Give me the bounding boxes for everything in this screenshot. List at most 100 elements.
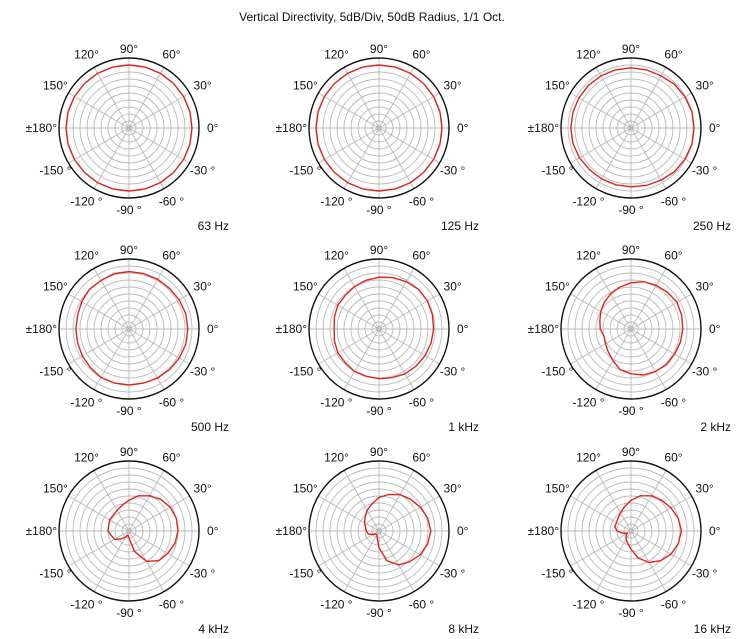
angle-tick-label: ±180°: [26, 524, 58, 538]
frequency-label: 250 Hz: [693, 219, 731, 233]
grid-spoke: [595, 67, 632, 129]
angle-tick-label: -120 °: [572, 598, 604, 612]
grid-spoke: [630, 268, 667, 330]
angle-tick-label: -60 °: [661, 396, 687, 410]
polar-plot: 0° 30° 60° 90° 120° 150° ±180° -150 ° -120 ° -90 …: [528, 42, 731, 233]
center-dot: [126, 125, 132, 131]
polar-plot: 0° 30° 60° 90° 120° 150° ±180° -150 ° -120 ° -90 …: [276, 42, 479, 233]
directivity-trace: [75, 270, 189, 386]
directivity-trace: [614, 495, 683, 564]
angle-tick-label: 120°: [576, 47, 601, 61]
angle-tick-label: 0°: [457, 322, 469, 336]
grid-spoke: [595, 328, 632, 390]
grid-spoke: [128, 127, 165, 189]
grid-spoke: [68, 92, 130, 129]
angle-tick-label: -150 °: [39, 567, 71, 581]
angle-tick-label: 0°: [457, 121, 469, 135]
angle-tick-label: 150°: [545, 280, 570, 294]
angle-tick-label: 120°: [74, 248, 99, 262]
outer-ring: [308, 57, 450, 199]
grid-spoke: [68, 328, 130, 365]
center-dot: [126, 326, 132, 332]
grid-spoke: [378, 495, 440, 532]
grid-spoke: [93, 530, 130, 592]
angle-tick-label: 30°: [696, 79, 714, 93]
angle-tick-label: 150°: [293, 482, 318, 496]
grid-spoke: [318, 495, 380, 532]
angle-tick-label: -120 °: [572, 396, 604, 410]
frequency-label: 125 Hz: [441, 219, 479, 233]
angle-tick-label: 30°: [194, 79, 212, 93]
angle-tick-label: -150 °: [541, 365, 573, 379]
grid-spoke: [128, 127, 190, 164]
grid-spoke: [318, 530, 380, 567]
grid-spoke: [128, 293, 190, 330]
directivity-trace: [570, 67, 695, 188]
grid-spoke: [318, 127, 380, 164]
grid-spoke: [595, 530, 632, 592]
grid-spoke: [93, 67, 130, 129]
grid-spoke: [318, 293, 380, 330]
grid-spoke: [378, 127, 440, 164]
grid-spoke: [570, 92, 632, 129]
grid-spoke: [630, 127, 692, 164]
angle-tick-label: -30 °: [440, 164, 466, 178]
grid-spoke: [378, 530, 415, 592]
angle-tick-label: 0°: [207, 121, 219, 135]
center-dot: [376, 528, 382, 534]
grid-spoke: [630, 530, 692, 567]
angle-tick-label: -90 °: [618, 203, 644, 217]
angle-tick-label: 0°: [207, 322, 219, 336]
center-dot: [628, 528, 634, 534]
angle-tick-label: -150 °: [541, 164, 573, 178]
directivity-trace: [333, 276, 435, 380]
center-dot: [376, 125, 382, 131]
angle-tick-label: 30°: [444, 280, 462, 294]
directivity-trace: [107, 495, 179, 562]
grid-spoke: [570, 127, 632, 164]
angle-tick-label: 90°: [120, 243, 138, 257]
frequency-label: 16 kHz: [694, 622, 731, 636]
outer-ring: [58, 258, 200, 400]
angle-tick-label: -30 °: [190, 365, 216, 379]
angle-tick-label: -60 °: [661, 195, 687, 209]
frequency-label: 8 kHz: [448, 622, 479, 636]
angle-tick-label: 90°: [120, 445, 138, 459]
angle-tick-label: 150°: [293, 79, 318, 93]
grid-spoke: [378, 268, 415, 330]
polar-plot: 0° 30° 60° 90° 120° 150° ±180° -150 ° -120 ° -90 …: [528, 243, 731, 434]
grid-spoke: [128, 495, 190, 532]
grid-spoke: [343, 67, 380, 129]
grid-spoke: [630, 127, 667, 189]
grid-spoke: [128, 470, 165, 532]
angle-tick-label: -60 °: [409, 195, 435, 209]
angle-tick-label: 90°: [370, 445, 388, 459]
grid-spoke: [570, 530, 632, 567]
angle-tick-label: -120 °: [320, 396, 352, 410]
polar-plot: 0° 30° 60° 90° 120° 150° ±180° -150 ° -120 ° -90 …: [26, 243, 229, 434]
angle-tick-label: -120 °: [572, 195, 604, 209]
angle-tick-label: -120 °: [70, 598, 102, 612]
grid-spoke: [93, 127, 130, 189]
grid-spoke: [378, 328, 440, 365]
grid-spoke: [318, 92, 380, 129]
grid-spoke: [343, 127, 380, 189]
outer-ring: [560, 57, 702, 199]
center-dot: [628, 326, 634, 332]
frequency-label: 1 kHz: [448, 420, 479, 434]
angle-tick-label: -30 °: [692, 164, 718, 178]
angle-tick-label: -150 °: [289, 567, 321, 581]
angle-tick-label: -120 °: [70, 195, 102, 209]
angle-tick-label: ±180°: [276, 322, 308, 336]
outer-ring: [58, 57, 200, 199]
angle-tick-label: -150 °: [39, 164, 71, 178]
angle-tick-label: -90 °: [116, 404, 142, 418]
grid-spoke: [128, 530, 190, 567]
grid-spoke: [378, 470, 415, 532]
angle-tick-label: 150°: [43, 482, 68, 496]
angle-tick-label: ±180°: [276, 524, 308, 538]
angle-tick-label: 120°: [576, 248, 601, 262]
angle-tick-label: ±180°: [528, 121, 560, 135]
angle-tick-label: 150°: [545, 482, 570, 496]
angle-tick-label: 60°: [664, 450, 682, 464]
